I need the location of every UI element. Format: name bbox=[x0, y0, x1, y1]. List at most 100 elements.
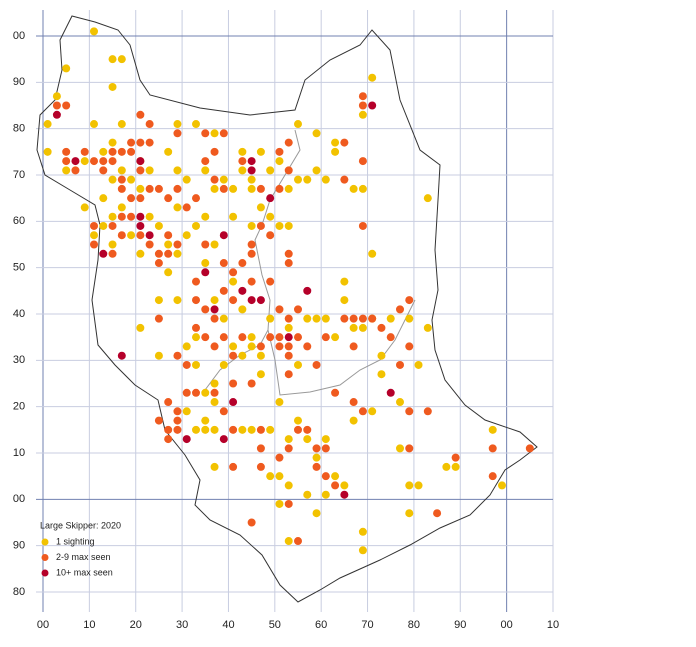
sighting-dot bbox=[312, 166, 321, 175]
sighting-dot bbox=[405, 296, 414, 305]
sighting-dot bbox=[117, 203, 126, 212]
sighting-dot bbox=[340, 175, 349, 184]
sighting-dot bbox=[358, 527, 367, 536]
x-tick-label: 00 bbox=[37, 619, 49, 631]
sighting-dot bbox=[210, 314, 219, 323]
sighting-dot bbox=[303, 314, 312, 323]
county-outline bbox=[36, 15, 538, 603]
legend-swatch bbox=[41, 554, 49, 561]
sighting-dot bbox=[173, 407, 182, 416]
sighting-dot bbox=[117, 184, 126, 193]
sighting-dot bbox=[108, 157, 117, 166]
sighting-dot bbox=[303, 342, 312, 351]
sighting-dot bbox=[182, 342, 191, 351]
sighting-dot bbox=[210, 342, 219, 351]
sighting-dot bbox=[312, 129, 321, 138]
sighting-dot bbox=[396, 398, 404, 407]
sighting-dot bbox=[247, 342, 256, 351]
sighting-dot bbox=[127, 138, 136, 147]
sighting-dot bbox=[99, 157, 108, 166]
sighting-dot bbox=[145, 231, 154, 240]
sighting-dot bbox=[154, 184, 163, 193]
sighting-dot bbox=[266, 277, 275, 286]
sighting-dot bbox=[433, 509, 442, 518]
sighting-dot bbox=[210, 398, 219, 407]
sighting-dot bbox=[256, 351, 265, 360]
sighting-dot bbox=[192, 360, 200, 369]
sighting-dot bbox=[442, 462, 451, 471]
sighting-dot bbox=[256, 184, 265, 193]
sighting-dot bbox=[173, 129, 182, 138]
sighting-dot bbox=[90, 120, 98, 129]
sighting-dot bbox=[275, 221, 284, 230]
sighting-dot bbox=[219, 314, 228, 323]
legend-swatch bbox=[41, 538, 49, 546]
sighting-dot bbox=[294, 537, 302, 546]
sighting-dot bbox=[173, 166, 182, 175]
sighting-dot bbox=[488, 444, 497, 453]
y-tick-label: 10 bbox=[13, 447, 25, 459]
sighting-dot bbox=[117, 120, 126, 129]
sighting-dot bbox=[127, 212, 136, 221]
sighting-dot bbox=[210, 184, 219, 193]
sighting-dot bbox=[154, 416, 163, 425]
sighting-dot bbox=[284, 351, 293, 360]
sighting-dot bbox=[303, 425, 312, 434]
x-tick-label: 70 bbox=[361, 619, 373, 631]
sighting-dot bbox=[80, 147, 89, 156]
sighting-dot bbox=[423, 323, 432, 332]
points bbox=[43, 27, 534, 555]
sighting-dot bbox=[368, 314, 377, 323]
sighting-dot bbox=[396, 444, 404, 453]
sighting-dot bbox=[377, 351, 386, 360]
sighting-dot bbox=[108, 138, 117, 147]
sighting-dot bbox=[423, 407, 432, 416]
sighting-dot bbox=[145, 120, 154, 129]
sighting-dot bbox=[182, 203, 191, 212]
sighting-dot bbox=[312, 314, 321, 323]
sighting-dot bbox=[154, 259, 163, 268]
sighting-dot bbox=[358, 407, 367, 416]
sighting-dot bbox=[284, 166, 293, 175]
sighting-dot bbox=[349, 184, 358, 193]
sighting-dot bbox=[312, 444, 321, 453]
y-tick-label: 90 bbox=[13, 76, 25, 88]
sighting-dot bbox=[108, 147, 117, 156]
sighting-dot bbox=[127, 147, 136, 156]
sighting-dot bbox=[201, 388, 210, 397]
sighting-dot bbox=[145, 184, 154, 193]
sighting-dot bbox=[99, 147, 108, 156]
sighting-dot bbox=[284, 221, 293, 230]
y-tick-label: 60 bbox=[13, 215, 25, 227]
sighting-dot bbox=[229, 212, 238, 221]
sighting-dot bbox=[117, 166, 126, 175]
sighting-dot bbox=[145, 138, 154, 147]
sighting-dot bbox=[117, 147, 126, 156]
sighting-dot bbox=[294, 333, 302, 342]
sighting-dot bbox=[340, 481, 349, 490]
sighting-dot bbox=[210, 240, 219, 249]
sighting-dot bbox=[229, 379, 238, 388]
sighting-dot bbox=[294, 120, 302, 129]
sighting-dot bbox=[349, 323, 358, 332]
sighting-dot bbox=[136, 323, 145, 332]
sighting-dot bbox=[210, 296, 219, 305]
sighting-dot bbox=[90, 240, 98, 249]
sighting-dot bbox=[229, 277, 238, 286]
sighting-dot bbox=[145, 212, 154, 221]
sighting-dot bbox=[80, 157, 89, 166]
sighting-dot bbox=[136, 157, 145, 166]
sighting-dot bbox=[173, 203, 182, 212]
sighting-dot bbox=[294, 360, 302, 369]
sighting-dot bbox=[219, 175, 228, 184]
sighting-dot bbox=[256, 203, 265, 212]
sighting-dot bbox=[275, 342, 284, 351]
sighting-dot bbox=[405, 342, 414, 351]
sighting-dot bbox=[192, 194, 200, 203]
sighting-dot bbox=[182, 388, 191, 397]
sighting-dot bbox=[173, 184, 182, 193]
sighting-dot bbox=[164, 435, 173, 444]
sighting-dot bbox=[405, 444, 414, 453]
sighting-dot bbox=[164, 194, 173, 203]
sighting-dot bbox=[275, 499, 284, 508]
